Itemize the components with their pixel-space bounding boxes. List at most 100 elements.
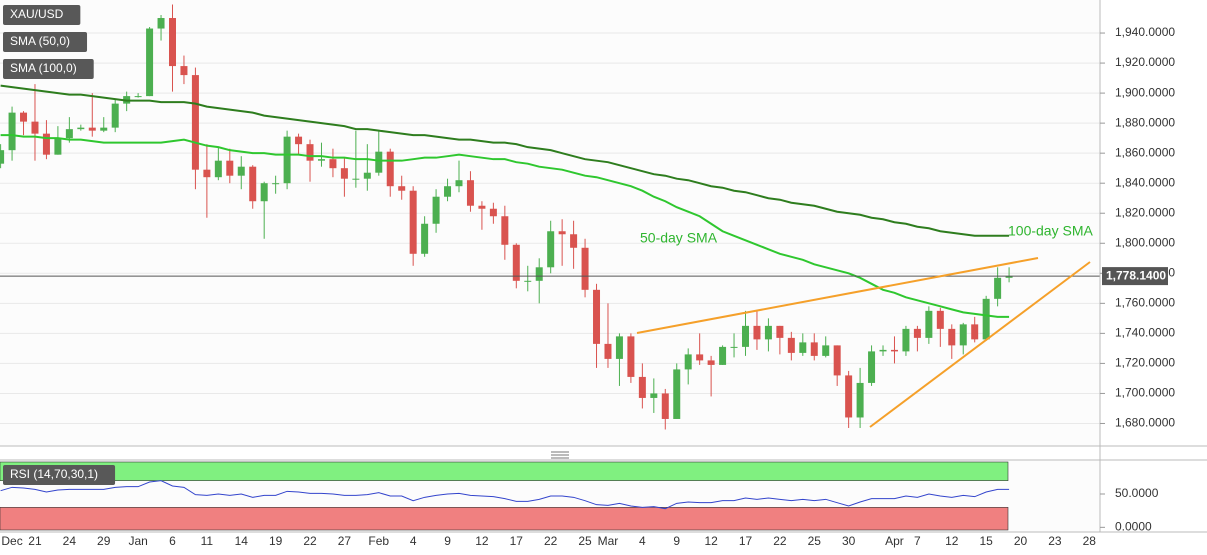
candle-body xyxy=(593,289,601,344)
x-tick-label: 22 xyxy=(773,534,787,548)
annotation: 50-day SMA xyxy=(640,230,718,246)
x-tick-label: 25 xyxy=(808,534,822,548)
candle-body xyxy=(54,138,62,155)
candle-body xyxy=(856,382,864,418)
candle-body xyxy=(615,336,623,359)
candle-body xyxy=(512,244,520,281)
x-tick-label: 23 xyxy=(1048,534,1062,548)
candle-body xyxy=(661,393,669,419)
panel-handle[interactable] xyxy=(551,451,569,459)
y-tick-label: 50.0000 xyxy=(1115,486,1159,500)
candle-body xyxy=(810,342,818,356)
x-tick-label: 12 xyxy=(475,534,489,548)
marks-layer xyxy=(0,4,1100,510)
candle-body xyxy=(707,360,715,365)
x-tick-label: 17 xyxy=(510,534,524,548)
candle-body xyxy=(627,336,635,377)
x-tick-label: 28 xyxy=(1083,534,1097,548)
candle-body xyxy=(730,346,738,348)
x-tick-label: 25 xyxy=(578,534,592,548)
candle-body xyxy=(8,112,16,151)
candle-body xyxy=(787,337,795,353)
candle-body xyxy=(742,325,749,347)
candle-body xyxy=(363,172,371,179)
x-tick-label: 19 xyxy=(269,534,283,548)
candle-body xyxy=(329,159,337,169)
x-tick-label: 9 xyxy=(444,534,451,548)
candle-body xyxy=(890,349,898,352)
x-tick-label: Feb xyxy=(368,534,389,548)
x-tick-label: 22 xyxy=(544,534,558,548)
annotation: 100-day SMA xyxy=(1008,223,1093,239)
overlay-layer: 1,680.0000 1,700.0000 1,720.0000 1,740.0000… xyxy=(1,5,1175,548)
x-tick-label: 11 xyxy=(201,534,214,548)
candle-body xyxy=(100,127,108,131)
candle-body xyxy=(272,183,280,185)
candle-body xyxy=(558,231,566,235)
candle-body xyxy=(260,183,268,202)
candle-body xyxy=(524,280,532,282)
candle-body xyxy=(478,205,486,209)
candle-body xyxy=(764,325,772,340)
candle-body xyxy=(604,343,612,359)
candle-body xyxy=(925,310,933,338)
oversold-band xyxy=(0,507,1009,531)
candle-body xyxy=(971,324,979,340)
candle-body xyxy=(1005,276,1013,278)
candle-body xyxy=(982,298,990,340)
x-tick-label: 6 xyxy=(169,534,176,548)
legend-label: SMA (50,0) xyxy=(10,34,70,48)
y-tick-label: 1,820.0000 xyxy=(1115,205,1175,219)
candle-body xyxy=(913,328,921,338)
y-tick-label: 1,920.0000 xyxy=(1115,55,1175,69)
x-tick-label: 12 xyxy=(704,534,718,548)
x-tick-label: 24 xyxy=(63,534,77,548)
candle-body xyxy=(65,129,73,139)
candle-body xyxy=(845,375,853,418)
x-tick-label: 17 xyxy=(739,534,753,548)
candle-body xyxy=(283,136,291,184)
x-tick-label: 14 xyxy=(235,534,249,548)
y-tick-label: 1,840.0000 xyxy=(1115,175,1175,189)
candle-body xyxy=(535,267,543,281)
candle-body xyxy=(237,166,245,176)
candle-body xyxy=(352,178,360,180)
line-series xyxy=(0,84,1010,237)
candle-body xyxy=(169,18,176,67)
candle-body xyxy=(959,324,967,346)
y-tick-label: 1,760.0000 xyxy=(1115,296,1175,310)
candle-body xyxy=(421,223,429,254)
candle-body xyxy=(822,345,830,356)
candle-body xyxy=(455,180,463,187)
line-series xyxy=(0,134,1010,318)
candle-body xyxy=(340,168,348,179)
candle-body xyxy=(134,96,142,98)
y-tick-label: 1,860.0000 xyxy=(1115,145,1175,159)
y-tick-label: 1,700.0000 xyxy=(1115,386,1175,400)
candle-body xyxy=(799,342,807,353)
x-tick-label: 4 xyxy=(639,534,646,548)
x-tick-label: 22 xyxy=(303,534,317,548)
trend-line-lower xyxy=(869,261,1091,428)
y-tick-label: 1,900.0000 xyxy=(1115,85,1175,99)
candle-body xyxy=(111,103,119,128)
y-tick-label: 1,800.0000 xyxy=(1115,235,1175,249)
candle-body xyxy=(317,159,325,161)
candle-body xyxy=(42,133,50,155)
y-tick-label: 1,880.0000 xyxy=(1115,115,1175,129)
candle-body xyxy=(306,144,314,161)
candle-body xyxy=(146,28,154,97)
candle-body xyxy=(994,277,1002,299)
candle-body xyxy=(902,328,910,352)
trend-line-upper xyxy=(636,257,1039,334)
candle-body xyxy=(696,354,704,361)
candle-body xyxy=(31,121,39,134)
x-tick-label: Mar xyxy=(598,534,619,548)
candle-body xyxy=(226,160,234,176)
x-tick-label: 27 xyxy=(338,534,352,548)
legend-box xyxy=(3,59,94,79)
y-tick-label: 1,680.0000 xyxy=(1115,416,1175,430)
candle-body xyxy=(203,169,211,178)
x-tick-label: 15 xyxy=(979,534,993,548)
